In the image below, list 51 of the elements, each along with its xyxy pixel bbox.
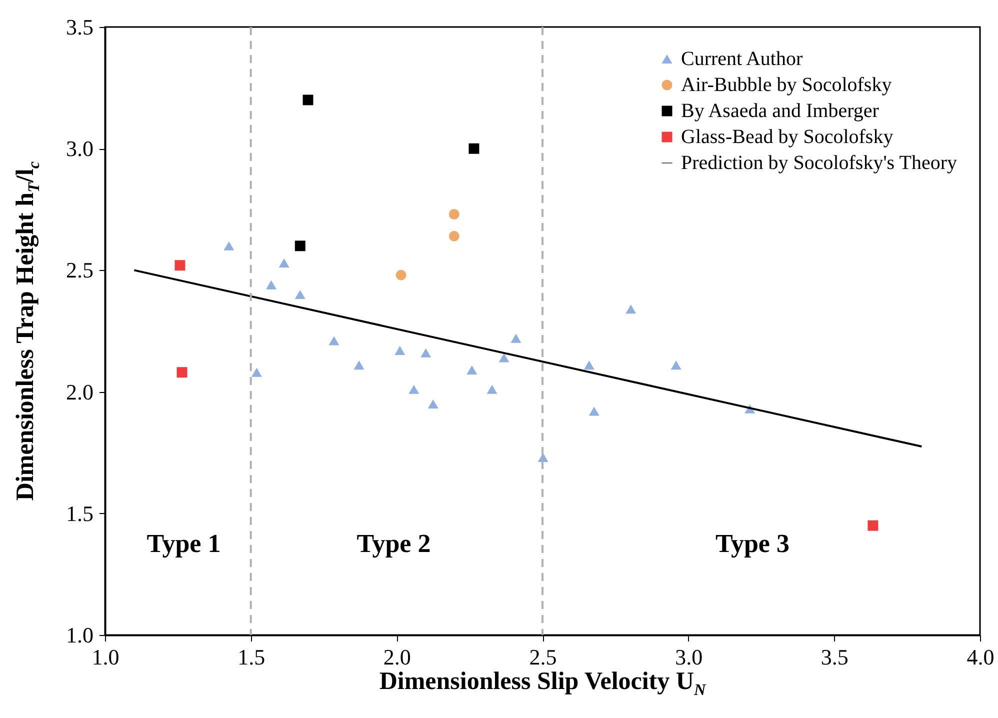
x-tick-label: 1.5 bbox=[238, 644, 266, 670]
point bbox=[224, 241, 234, 250]
point bbox=[394, 346, 406, 355]
point bbox=[354, 360, 364, 370]
point bbox=[448, 209, 460, 220]
point bbox=[302, 94, 314, 106]
y-tick-label: 3.5 bbox=[66, 14, 94, 40]
legend-label: By Asaeda and Imberger bbox=[681, 100, 880, 122]
point bbox=[626, 304, 636, 314]
point bbox=[408, 384, 420, 394]
point bbox=[466, 365, 478, 374]
annotation: Type 3 bbox=[716, 528, 790, 558]
point bbox=[278, 258, 290, 268]
point bbox=[420, 348, 432, 358]
point bbox=[498, 353, 510, 362]
point bbox=[328, 336, 340, 346]
point bbox=[294, 290, 306, 300]
y-tick-label: 2.0 bbox=[66, 379, 94, 404]
y-tick-label: 1.0 bbox=[66, 622, 94, 648]
point bbox=[670, 360, 682, 370]
point bbox=[538, 452, 548, 462]
point bbox=[266, 280, 276, 290]
point bbox=[868, 520, 878, 531]
point bbox=[428, 399, 438, 408]
x-tick-label: 4.0 bbox=[966, 644, 994, 670]
y-tick-label: 3.0 bbox=[66, 136, 94, 162]
legend-label: Glass-Bead by Socolofsky bbox=[681, 126, 894, 148]
point bbox=[468, 143, 480, 154]
x-tick-label: 2.0 bbox=[383, 644, 411, 670]
y-tick-label: 1.5 bbox=[66, 500, 94, 526]
point bbox=[584, 360, 594, 370]
point bbox=[396, 270, 406, 280]
point bbox=[486, 384, 498, 394]
point bbox=[588, 406, 600, 416]
legend-label: Current Author bbox=[681, 48, 803, 70]
legend-label: Air-Bubble by Socolofsky bbox=[681, 74, 892, 96]
x-axis-title: Dimensionless Slip Velocity U$_{N}$ bbox=[378, 668, 708, 700]
point bbox=[294, 240, 306, 252]
y-tick-label: 2.5 bbox=[66, 258, 94, 283]
annotation: Type 2 bbox=[356, 528, 431, 558]
point bbox=[251, 368, 262, 377]
x-tick-label: 3.0 bbox=[675, 644, 703, 670]
x-tick-label: 3.5 bbox=[820, 644, 848, 670]
point bbox=[448, 230, 460, 242]
point bbox=[176, 367, 188, 378]
point bbox=[510, 334, 522, 343]
legend-label: Prediction by Socolofsky's Theory bbox=[681, 152, 957, 174]
x-tick-label: 2.5 bbox=[529, 644, 557, 670]
x-tick-label: 1.0 bbox=[92, 644, 120, 670]
point bbox=[174, 260, 186, 271]
annotation: Type 1 bbox=[146, 528, 221, 558]
